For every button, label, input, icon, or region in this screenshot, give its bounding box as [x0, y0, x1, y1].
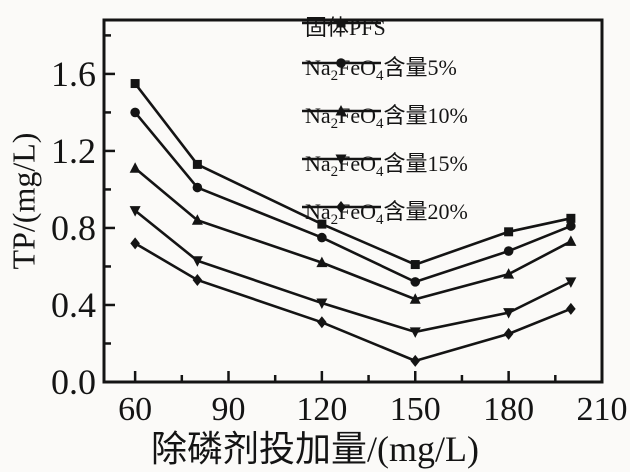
series-line-3 — [134, 209, 572, 334]
y-tick-label: 1.2 — [51, 131, 96, 171]
series-line-2 — [134, 167, 572, 301]
series-markers-0 — [130, 79, 576, 270]
x-tick-label: 150 — [390, 391, 441, 428]
series-markers-4 — [130, 237, 576, 367]
y-tick-label: 0.8 — [51, 208, 96, 248]
y-tick-label: 0.4 — [51, 285, 96, 325]
x-axis-title: 除磷剂投加量/(mg/L) — [151, 429, 479, 469]
series-markers-2 — [129, 162, 577, 304]
series-line-4 — [134, 242, 572, 363]
axis-ticks — [105, 34, 604, 384]
y-tick-labels: 0.0 0.4 0.8 1.2 1.6 — [51, 54, 96, 402]
series-line-1 — [134, 111, 572, 284]
x-tick-label: 210 — [577, 391, 628, 428]
series-markers-3 — [129, 206, 577, 338]
x-tick-labels: 60 90 120 150 180 210 — [118, 391, 627, 428]
series-line-0 — [134, 82, 572, 266]
y-tick-label: 0.0 — [51, 362, 96, 402]
y-axis-title: TP/(mg/L) — [5, 132, 42, 270]
y-tick-label: 1.6 — [51, 54, 96, 94]
series-markers-1 — [130, 107, 576, 287]
x-tick-label: 60 — [118, 391, 152, 428]
x-tick-label: 90 — [212, 391, 246, 428]
x-tick-label: 180 — [483, 391, 534, 428]
plot-frame — [102, 18, 604, 384]
x-tick-label: 120 — [296, 391, 347, 428]
